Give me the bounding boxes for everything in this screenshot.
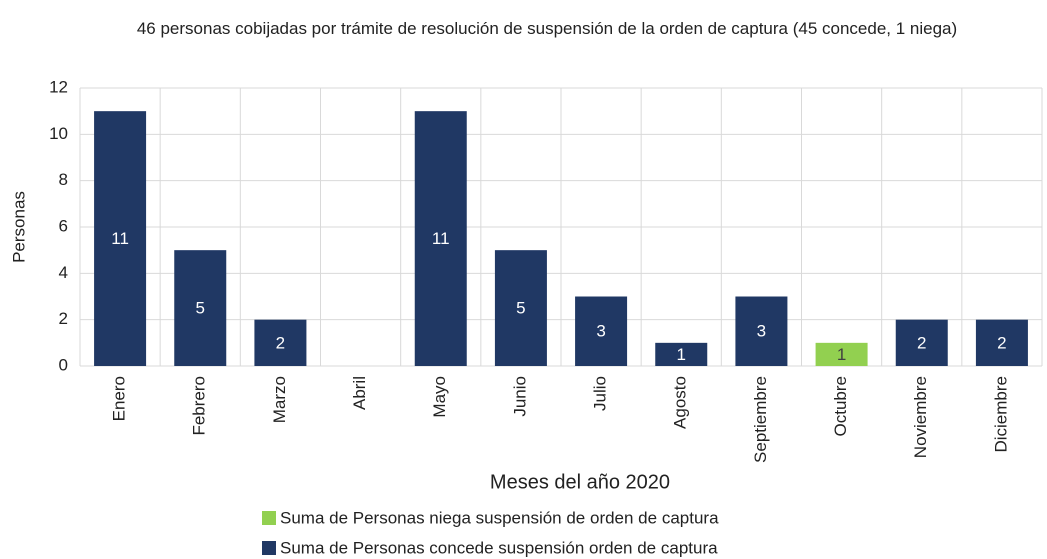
x-tick-label: Junio <box>510 376 529 417</box>
bar <box>655 342 708 366</box>
bar <box>254 319 307 366</box>
x-tick-label: Agosto <box>671 376 690 429</box>
bar <box>895 319 948 366</box>
bar <box>94 111 147 367</box>
data-label: 2 <box>276 333 285 352</box>
bar <box>575 296 628 366</box>
y-tick-label: 8 <box>59 170 68 189</box>
y-tick-label: 12 <box>49 77 68 96</box>
y-tick-label: 10 <box>49 124 68 143</box>
x-tick-label: Febrero <box>190 376 209 436</box>
x-axis-title: Meses del año 2020 <box>490 471 670 493</box>
data-label: 2 <box>997 333 1006 352</box>
y-axis-title: Personas <box>9 191 28 263</box>
bar <box>414 111 467 367</box>
data-label: 3 <box>757 322 766 341</box>
bar <box>494 250 547 366</box>
x-tick-label: Abril <box>350 376 369 410</box>
data-label: 3 <box>596 322 605 341</box>
legend-label: Suma de Personas concede suspensión orde… <box>280 538 718 557</box>
bar <box>735 296 788 366</box>
legend-swatch <box>262 541 276 555</box>
x-tick-label: Enero <box>110 376 129 421</box>
data-label: 1 <box>837 345 846 364</box>
bar <box>174 250 227 366</box>
legend-label: Suma de Personas niega suspensión de ord… <box>280 508 719 527</box>
y-tick-label: 4 <box>59 263 68 282</box>
bar <box>815 342 868 366</box>
x-tick-label: Mayo <box>430 376 449 418</box>
x-tick-label: Octubre <box>831 376 850 436</box>
x-tick-label: Noviembre <box>911 376 930 458</box>
y-tick-label: 2 <box>59 309 68 328</box>
data-label: 2 <box>917 333 926 352</box>
legend-swatch <box>262 511 276 525</box>
y-tick-label: 6 <box>59 216 68 235</box>
data-label: 1 <box>677 345 686 364</box>
chart-title: 46 personas cobijadas por trámite de res… <box>136 19 958 38</box>
y-tick-label: 0 <box>59 355 68 374</box>
data-label: 11 <box>432 229 450 248</box>
x-tick-label: Septiembre <box>751 376 770 463</box>
x-tick-label: Diciembre <box>991 376 1010 453</box>
x-tick-label: Marzo <box>270 376 289 423</box>
data-label: 5 <box>516 299 525 318</box>
x-tick-label: Julio <box>591 376 610 411</box>
bar <box>975 319 1028 366</box>
data-label: 5 <box>196 299 205 318</box>
data-label: 11 <box>111 229 129 248</box>
